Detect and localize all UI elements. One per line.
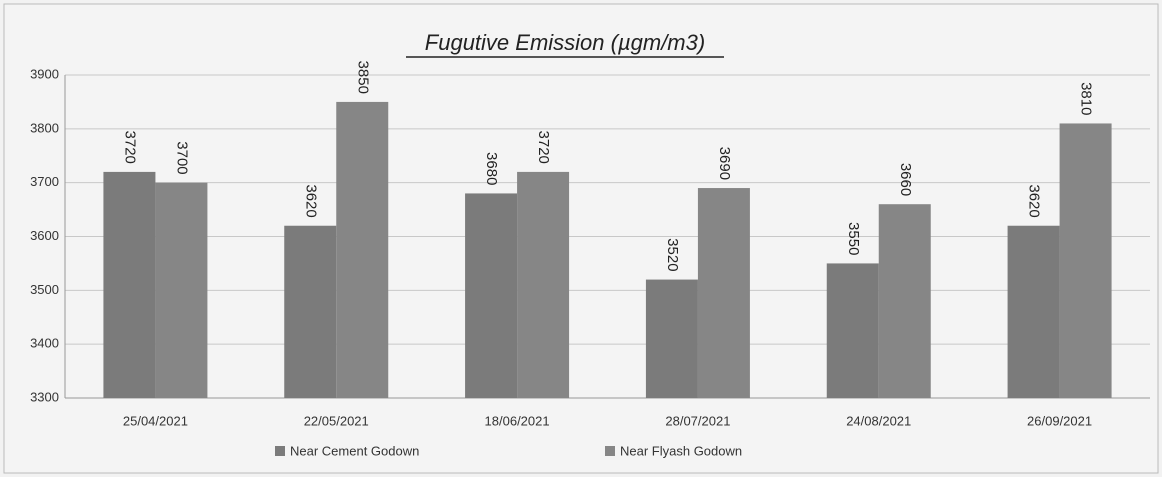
bar	[1007, 225, 1060, 398]
chart-title: Fugutive Emission (µgm/m3)	[425, 30, 705, 55]
data-label: 3850	[354, 61, 371, 94]
legend-swatch	[275, 446, 285, 456]
data-label: 3700	[173, 141, 190, 174]
bar	[1059, 123, 1112, 398]
x-tick-label: 26/09/2021	[1027, 413, 1092, 428]
y-tick-label: 3800	[30, 120, 59, 135]
bar	[465, 193, 518, 398]
bar	[284, 225, 337, 398]
y-tick-label: 3500	[30, 282, 59, 297]
y-tick-label: 3700	[30, 174, 59, 189]
data-label: 3550	[845, 222, 862, 255]
x-tick-label: 28/07/2021	[665, 413, 730, 428]
data-label: 3620	[1026, 184, 1043, 217]
y-tick-label: 3600	[30, 228, 59, 243]
bar	[517, 171, 570, 398]
data-label: 3690	[716, 147, 733, 180]
data-label: 3810	[1078, 82, 1095, 115]
x-tick-label: 25/04/2021	[123, 413, 188, 428]
bar	[103, 171, 156, 398]
bar	[645, 279, 698, 398]
bar	[697, 188, 750, 398]
legend-label: Near Flyash Godown	[620, 443, 742, 458]
data-label: 3660	[897, 163, 914, 196]
bar	[336, 101, 389, 399]
bar	[826, 263, 879, 398]
data-label: 3720	[535, 131, 552, 164]
data-label: 3720	[121, 131, 138, 164]
x-tick-label: 18/06/2021	[485, 413, 550, 428]
y-tick-label: 3300	[30, 389, 59, 404]
y-tick-label: 3400	[30, 336, 59, 351]
x-tick-label: 22/05/2021	[304, 413, 369, 428]
bar	[155, 182, 208, 398]
data-label: 3620	[302, 184, 319, 217]
y-tick-label: 3900	[30, 66, 59, 81]
legend-swatch	[605, 446, 615, 456]
bar	[878, 204, 931, 398]
data-label: 3680	[483, 152, 500, 185]
data-label: 3520	[664, 238, 681, 271]
legend-label: Near Cement Godown	[290, 443, 419, 458]
x-tick-label: 24/08/2021	[846, 413, 911, 428]
